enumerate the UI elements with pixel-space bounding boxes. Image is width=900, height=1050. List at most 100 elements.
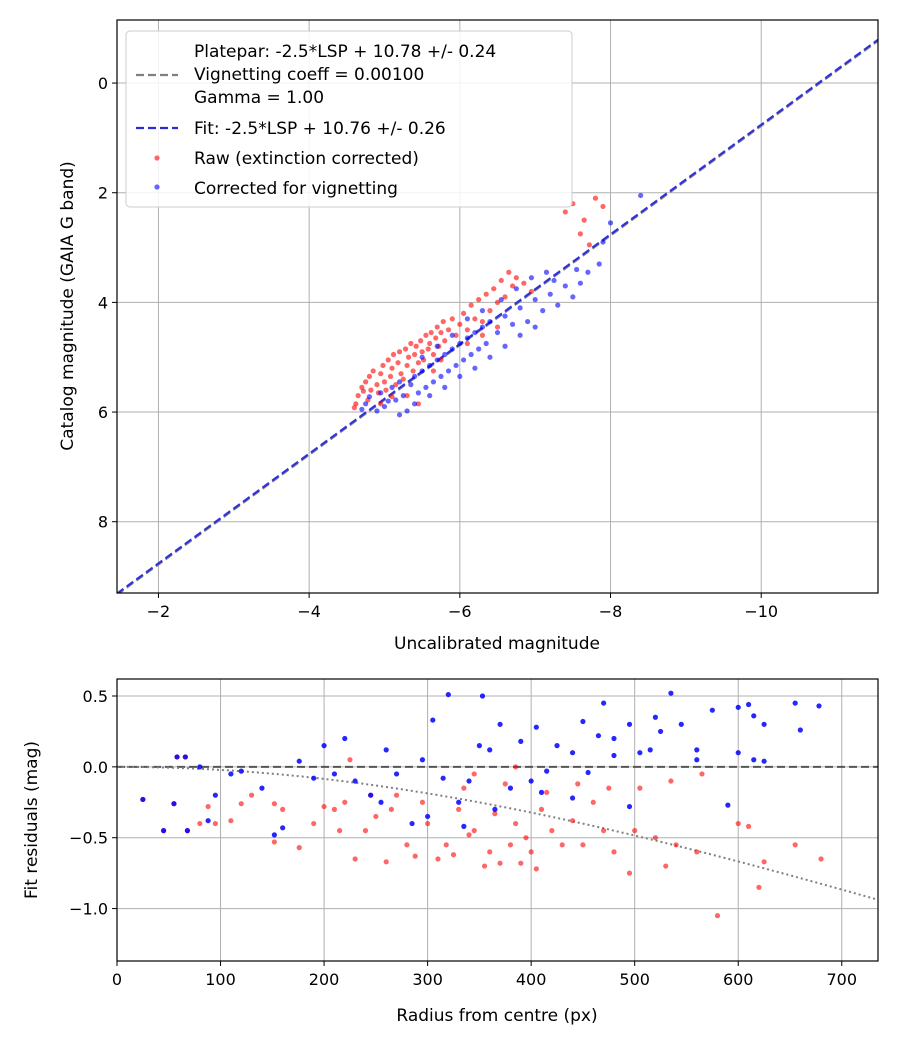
residual-corrected-point xyxy=(476,743,482,749)
raw-point xyxy=(400,376,406,382)
raw-point xyxy=(390,351,397,358)
raw-point xyxy=(387,373,394,380)
residual-raw-point xyxy=(714,913,721,919)
residual-corrected-point xyxy=(652,714,658,720)
top-x-tick-label: −8 xyxy=(599,602,623,621)
residual-corrected-point xyxy=(554,743,560,749)
residual-raw-point xyxy=(321,803,327,810)
magnitude-calibration-plot: −2 −4 −6 −8 −10 0 2 4 6 8 Uncalibrated magnitude… xyxy=(58,19,879,654)
raw-point xyxy=(374,382,380,388)
corrected-point xyxy=(555,302,561,308)
residual-raw-point xyxy=(331,806,338,812)
residual-raw-point xyxy=(238,801,244,807)
residual-corrected-point xyxy=(321,743,327,749)
residual-raw-point xyxy=(404,842,410,848)
residual-corrected-point xyxy=(182,754,188,760)
residual-corrected-point xyxy=(487,747,493,753)
raw-point xyxy=(405,354,412,360)
raw-point xyxy=(506,269,512,275)
raw-point xyxy=(393,382,399,388)
residual-raw-point xyxy=(523,835,529,841)
raw-point xyxy=(423,332,429,338)
residual-corrected-point xyxy=(569,795,576,801)
residual-corrected-point xyxy=(761,758,767,764)
raw-point xyxy=(408,340,414,347)
residual-corrected-point xyxy=(174,754,180,760)
residual-corrected-point xyxy=(497,721,503,727)
raw-point xyxy=(449,316,455,322)
top-y-tick-label: 0 xyxy=(98,74,108,93)
residual-corrected-point xyxy=(205,818,211,824)
residual-raw-point xyxy=(507,842,514,848)
residual-corrected-point xyxy=(678,721,684,727)
corrected-point xyxy=(498,297,504,303)
residual-raw-point xyxy=(443,842,449,848)
raw-point xyxy=(581,217,587,223)
residual-raw-point xyxy=(471,828,477,834)
residual-raw-point xyxy=(197,820,203,827)
raw-point xyxy=(368,387,374,393)
top-scatter-points xyxy=(351,192,644,418)
corrected-point xyxy=(415,390,421,396)
corrected-point xyxy=(479,324,486,330)
corrected-point xyxy=(400,393,406,399)
corrected-point xyxy=(427,393,433,399)
residual-corrected-point xyxy=(735,750,741,756)
residual-corrected-point xyxy=(569,750,576,756)
top-x-ticks: −2 −4 −6 −8 −10 xyxy=(147,593,778,621)
corrected-point xyxy=(532,324,538,330)
bottom-x-tick-label: 400 xyxy=(516,970,547,989)
corrected-point xyxy=(472,329,478,336)
corrected-point xyxy=(638,192,644,199)
raw-point xyxy=(457,321,463,327)
residual-corrected-point xyxy=(751,757,757,763)
raw-point xyxy=(427,340,433,347)
residual-corrected-point xyxy=(271,832,277,838)
corrected-point xyxy=(472,365,478,371)
raw-point xyxy=(440,318,446,325)
raw-point xyxy=(528,288,535,295)
bottom-x-tick-label: 200 xyxy=(309,970,340,989)
raw-point xyxy=(433,335,439,341)
raw-point xyxy=(476,297,482,303)
residual-corrected-point xyxy=(479,693,486,699)
corrected-point xyxy=(363,401,369,407)
bottom-y-tick-label: −0.5 xyxy=(69,829,108,848)
residual-raw-point xyxy=(818,856,824,862)
residual-corrected-point xyxy=(544,768,550,774)
raw-point xyxy=(355,393,361,399)
residual-raw-point xyxy=(668,778,674,784)
raw-point xyxy=(370,368,376,374)
residual-corrected-point xyxy=(368,792,374,798)
residual-raw-point xyxy=(580,842,586,848)
raw-point xyxy=(389,365,395,371)
residual-raw-point xyxy=(388,806,394,812)
raw-point xyxy=(398,371,404,377)
corrected-point xyxy=(574,266,580,273)
raw-point xyxy=(428,329,434,336)
residual-corrected-point xyxy=(342,735,348,742)
corrected-point xyxy=(396,379,403,385)
bottom-x-tick-label: 300 xyxy=(412,970,443,989)
residual-raw-point xyxy=(761,859,767,865)
residual-corrected-point xyxy=(507,785,514,791)
legend-entry-corrected: Corrected for vignetting xyxy=(194,179,398,199)
residual-raw-point xyxy=(632,828,638,834)
corrected-point xyxy=(547,291,553,297)
raw-point xyxy=(442,338,448,344)
residual-corrected-point xyxy=(393,771,400,777)
residual-raw-point xyxy=(513,764,519,770)
residual-corrected-point xyxy=(430,717,436,723)
residual-corrected-point xyxy=(492,806,498,812)
bottom-x-ticks: 0 100 200 300 400 500 600 700 xyxy=(112,961,857,989)
corrected-point xyxy=(600,239,606,245)
residual-raw-point xyxy=(745,823,752,829)
residual-raw-point xyxy=(471,771,477,777)
bottom-x-axis-label: Radius from centre (px) xyxy=(396,1006,597,1026)
corrected-point xyxy=(378,390,384,396)
residual-raw-point xyxy=(544,789,550,795)
corrected-point xyxy=(577,280,583,286)
residual-raw-point xyxy=(611,849,617,855)
residual-raw-point xyxy=(271,801,277,807)
residual-raw-point xyxy=(450,852,457,858)
